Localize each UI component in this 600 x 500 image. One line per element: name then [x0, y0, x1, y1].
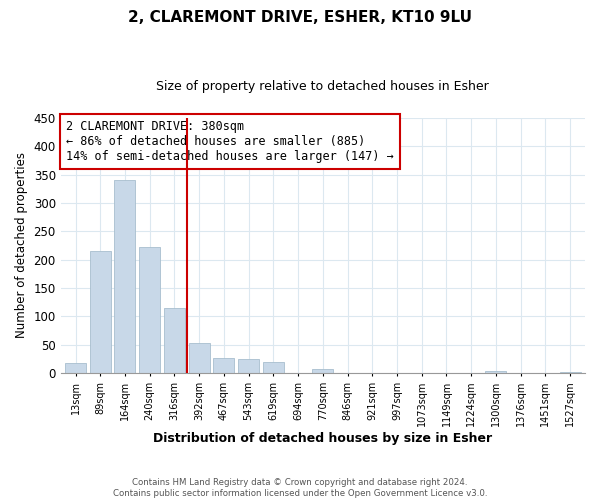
- Bar: [560, 372, 581, 373]
- X-axis label: Distribution of detached houses by size in Esher: Distribution of detached houses by size …: [153, 432, 493, 445]
- Bar: [90, 251, 111, 373]
- Bar: [188, 342, 209, 373]
- Bar: [485, 372, 506, 373]
- Text: 2 CLAREMONT DRIVE: 380sqm
← 86% of detached houses are smaller (885)
14% of semi: 2 CLAREMONT DRIVE: 380sqm ← 86% of detac…: [66, 120, 394, 164]
- Y-axis label: Number of detached properties: Number of detached properties: [15, 152, 28, 338]
- Bar: [164, 308, 185, 373]
- Text: 2, CLAREMONT DRIVE, ESHER, KT10 9LU: 2, CLAREMONT DRIVE, ESHER, KT10 9LU: [128, 10, 472, 25]
- Bar: [313, 369, 334, 373]
- Bar: [263, 362, 284, 373]
- Bar: [214, 358, 235, 373]
- Bar: [238, 359, 259, 373]
- Bar: [65, 363, 86, 373]
- Bar: [115, 180, 136, 373]
- Bar: [139, 247, 160, 373]
- Title: Size of property relative to detached houses in Esher: Size of property relative to detached ho…: [157, 80, 489, 93]
- Text: Contains HM Land Registry data © Crown copyright and database right 2024.
Contai: Contains HM Land Registry data © Crown c…: [113, 478, 487, 498]
